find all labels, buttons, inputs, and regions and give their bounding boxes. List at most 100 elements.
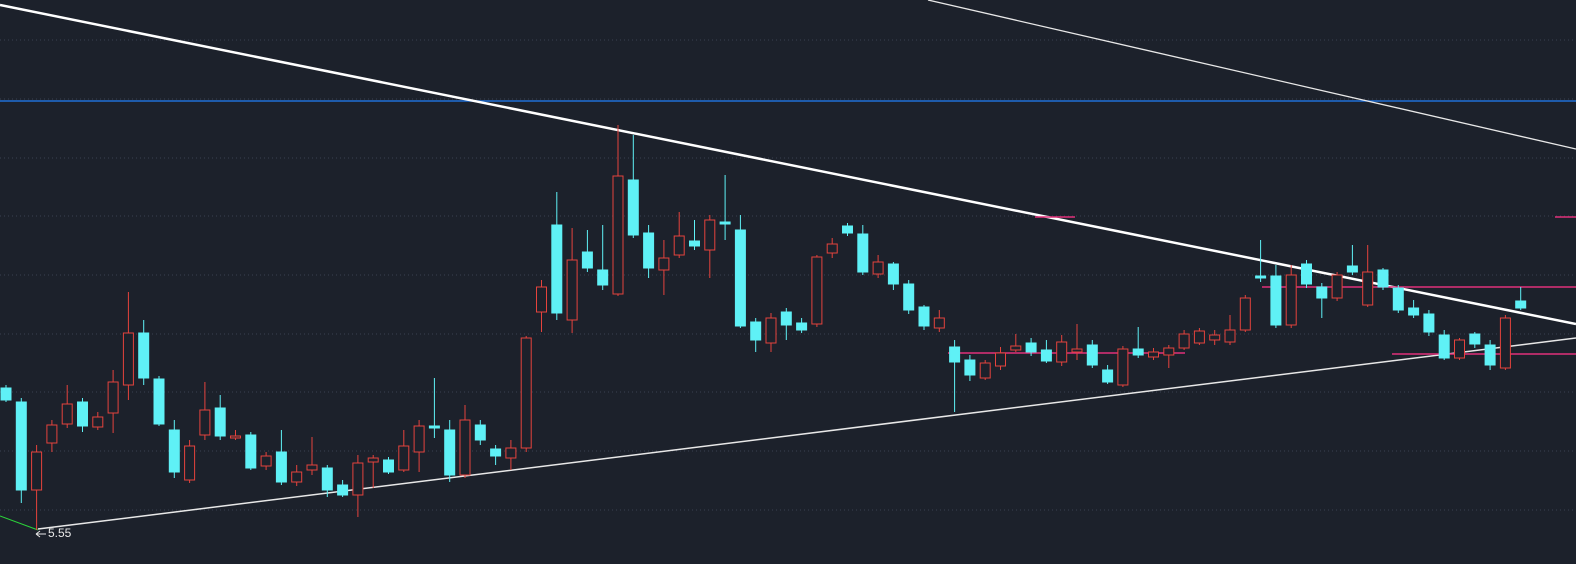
candle-body [750, 321, 762, 341]
candle-body [46, 424, 58, 444]
candle-body [918, 306, 930, 327]
candle-body [1224, 329, 1236, 343]
candle-body [1423, 313, 1435, 333]
candle-body [1148, 351, 1159, 358]
candle-body [214, 407, 226, 437]
candle-body [15, 401, 27, 491]
candle-body [1392, 287, 1404, 311]
candle-body [1255, 275, 1267, 279]
candle-body [1071, 348, 1083, 353]
candle-body [1025, 342, 1037, 353]
candle-body [719, 221, 731, 225]
candle-body [92, 416, 104, 428]
candle-body [1362, 271, 1374, 306]
candle-body [1484, 344, 1496, 366]
candle-body [260, 455, 272, 467]
candle-body [765, 317, 777, 344]
candle-body [536, 286, 547, 313]
candle-body [306, 464, 318, 471]
drawings [0, 0, 1576, 531]
candle-body [1270, 275, 1282, 326]
candle-body [413, 425, 425, 453]
candle-body [964, 359, 976, 376]
candle-body [842, 225, 853, 234]
candle-body [168, 429, 180, 473]
candle-body [826, 243, 838, 254]
candle-body [107, 381, 119, 414]
candle-body [337, 484, 349, 496]
candle-body [1301, 263, 1312, 285]
candle-body [1040, 349, 1052, 362]
candle-body [1454, 339, 1465, 359]
candle-body [903, 283, 915, 311]
candle-body [689, 240, 700, 247]
candle-body [352, 462, 364, 496]
candle-body [658, 257, 670, 271]
candle-body [979, 362, 991, 379]
candle-body [597, 269, 609, 286]
candle-body [1515, 300, 1527, 309]
candle-body [1469, 333, 1481, 345]
candle-body [199, 409, 211, 436]
candle-body [367, 457, 379, 463]
low-label: 5.55 [48, 526, 72, 540]
candle-body [1285, 274, 1297, 326]
trend-line [37, 337, 1576, 530]
candle-body [887, 263, 899, 285]
candle-body [1239, 297, 1251, 331]
candle-body [872, 261, 884, 275]
candle-body [275, 451, 287, 483]
candle-body [184, 445, 196, 481]
candle-body [1117, 348, 1129, 386]
candle-body [1346, 265, 1358, 273]
candle-body [321, 467, 333, 491]
candle-body [1010, 345, 1022, 351]
candle-body [1193, 330, 1205, 344]
candle-body [581, 251, 593, 269]
candle-body [566, 259, 578, 321]
candle-body [1438, 334, 1450, 359]
marker-line [0, 515, 39, 531]
candle-body [245, 434, 257, 469]
trend-line [0, 3, 1576, 326]
candle-body [1408, 307, 1420, 316]
candle-body [796, 322, 808, 331]
candles [0, 125, 1527, 530]
candle-body [474, 424, 486, 441]
candle-body [1178, 333, 1190, 349]
candle-body [122, 332, 134, 386]
candle-body [0, 387, 12, 401]
candle-body [444, 429, 456, 476]
candle-body [490, 448, 502, 457]
trend-line [927, 0, 1576, 150]
candle-body [505, 447, 517, 459]
candle-body [551, 224, 563, 314]
arrow [35, 530, 46, 538]
candle-body [291, 471, 303, 483]
candle-body [643, 232, 655, 269]
candle-body [811, 256, 823, 325]
candle-body [61, 403, 73, 425]
candle-body [138, 332, 150, 379]
candle-body [383, 459, 394, 473]
candle-body [673, 235, 685, 256]
candle-body [1086, 344, 1098, 366]
candle-body [627, 179, 639, 236]
candle-body [1377, 269, 1389, 288]
candle-body [949, 346, 961, 363]
candle-body [459, 419, 471, 476]
candle-body [1331, 274, 1343, 299]
candle-body [704, 219, 716, 251]
candle-body [1316, 286, 1328, 299]
candle-body [428, 425, 440, 429]
candle-body [77, 401, 88, 427]
candle-body [933, 317, 945, 329]
candle-body [995, 352, 1006, 367]
candle-body [1163, 347, 1175, 356]
candle-body [857, 233, 869, 273]
candle-body [1209, 334, 1221, 341]
candle-body [153, 378, 165, 425]
candle-body [612, 175, 624, 295]
candle-body [1102, 369, 1114, 383]
